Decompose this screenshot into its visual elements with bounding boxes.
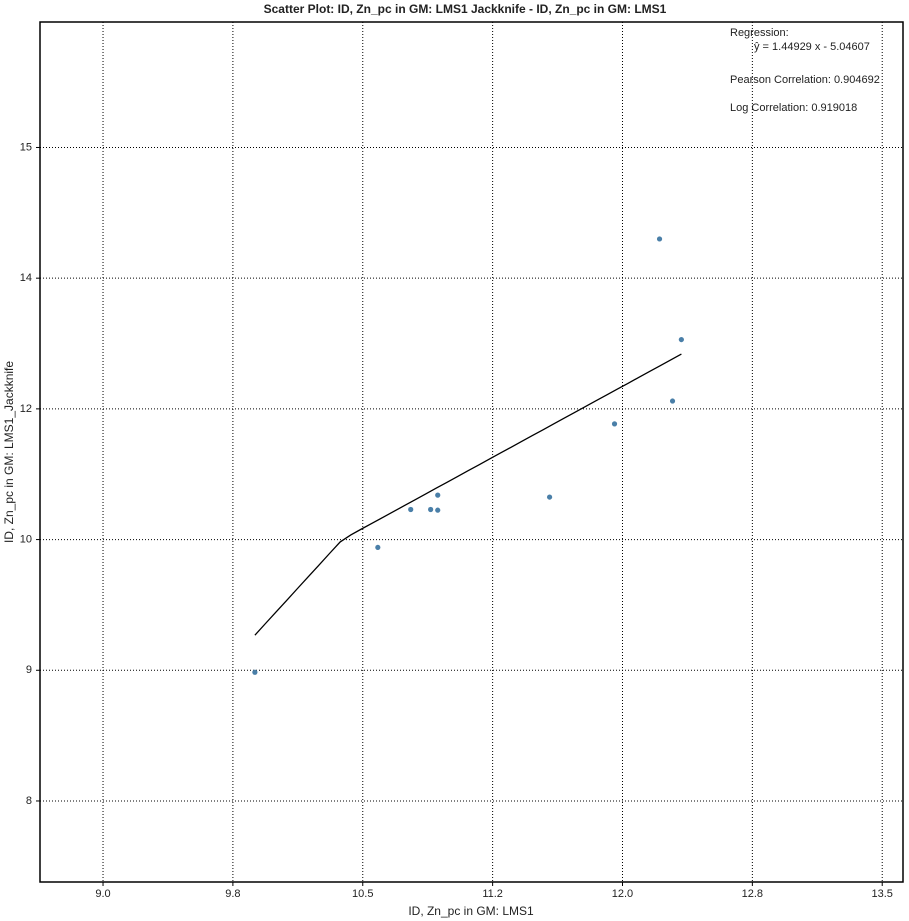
point [656,236,663,242]
y-tick-label: 12 [20,403,32,415]
x-tick-label: 9.8 [225,888,240,900]
point [435,492,441,498]
x-tick-label: 9.0 [95,888,110,900]
point [428,506,434,513]
y-tick-label: 15 [20,141,32,153]
y-tick-label: 10 [20,533,32,545]
point [408,506,414,513]
x-tick-label: 12.8 [742,888,763,900]
y-tick-label: 8 [26,795,32,807]
x-tick-label: 12.0 [612,888,633,900]
point [546,494,553,500]
y-tick-label: 14 [20,272,32,284]
annotation: Log Correlation: 0.919018 [730,102,857,114]
annotation: Regression: [730,27,789,39]
x-axis-label: ID, Zn_pc in GM: LMS1 [408,904,534,918]
chart-title: Scatter Plot: ID, Zn_pc in GM: LMS1 Jack… [264,2,667,16]
annotation: ŷ = 1.44929 x - 5.04607 [754,41,870,53]
point [611,421,618,427]
x-tick-label: 10.5 [352,888,373,900]
plot-frame [39,21,904,883]
regression-line [254,353,682,636]
y-axis-label: ID, Zn_pc in GM: LMS1_Jackknife [2,361,16,543]
x-tick-label: 13.5 [872,888,893,900]
x-tick-label: 11.2 [482,888,503,900]
point [375,544,381,551]
point [669,398,676,404]
point [678,336,684,343]
annotation: Pearson Correlation: 0.904692 [730,74,880,86]
point [435,507,441,513]
y-tick-label: 9 [26,664,32,676]
point [252,669,258,675]
